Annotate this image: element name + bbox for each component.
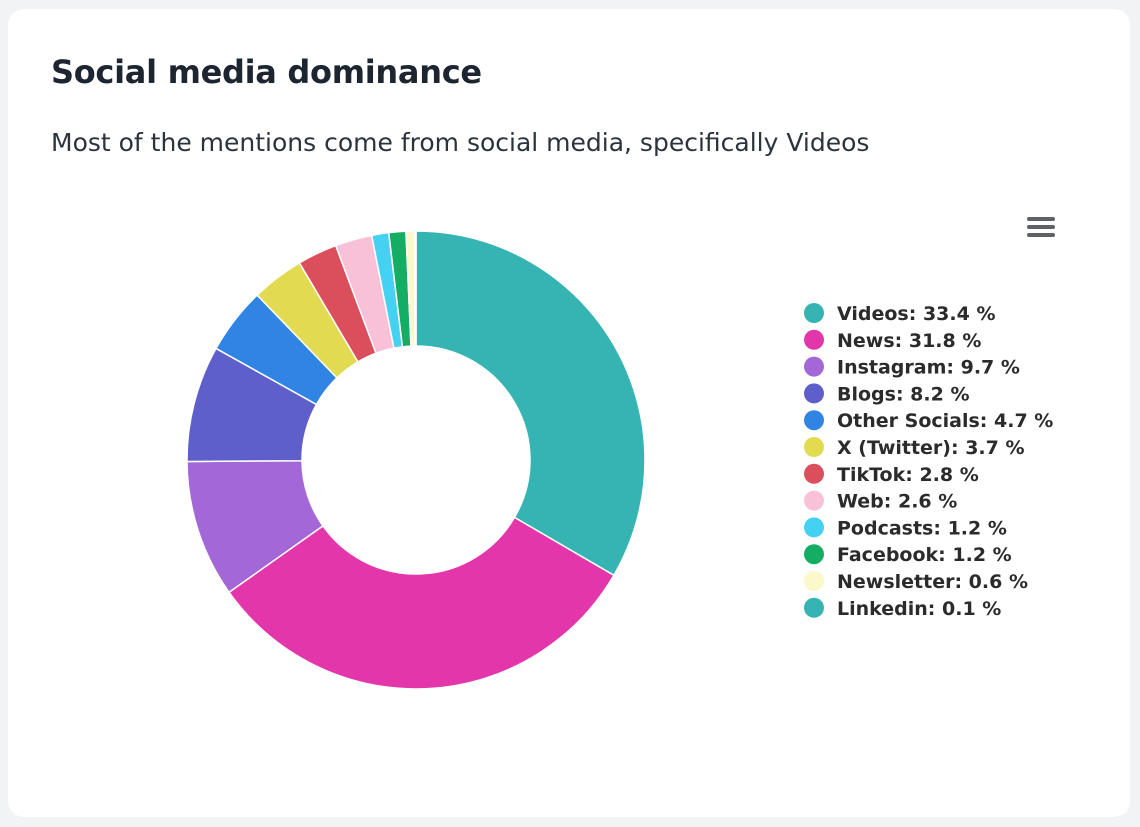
legend-label: Podcasts: 1.2 % (837, 517, 1007, 539)
legend-marker (804, 410, 824, 431)
legend-label: Other Socials: 4.7 % (837, 410, 1053, 432)
legend-item-podcasts[interactable]: Podcasts: 1.2 % (804, 517, 1007, 539)
legend-item-other-socials[interactable]: Other Socials: 4.7 % (804, 410, 1053, 432)
legend-marker (804, 463, 824, 484)
legend-label: Newsletter: 0.6 % (837, 571, 1028, 593)
hamburger-menu-icon-bar (1027, 233, 1055, 237)
slice-news[interactable] (228, 516, 615, 690)
legend-marker (804, 437, 824, 457)
legend-item-linkedin[interactable]: Linkedin: 0.1 % (804, 597, 1001, 620)
hamburger-menu-icon-bar (1027, 217, 1055, 221)
legend-item-news[interactable]: News: 31.8 % (804, 329, 981, 352)
legend-label: TikTok: 2.8 % (837, 464, 979, 486)
legend-item-facebook[interactable]: Facebook: 1.2 % (804, 544, 1012, 566)
legend-marker (804, 517, 824, 538)
legend-label: Blogs: 8.2 % (837, 383, 969, 405)
legend-marker (804, 597, 824, 618)
slice-linkedin[interactable] (413, 230, 417, 347)
legend-item-tiktok[interactable]: TikTok: 2.8 % (804, 463, 979, 486)
hamburger-menu-icon-bar (1027, 225, 1055, 229)
legend-item-blogs[interactable]: Blogs: 8.2 % (804, 383, 969, 405)
chart-menu-button[interactable] (1024, 212, 1058, 242)
legend-label: X (Twitter): 3.7 % (837, 437, 1025, 459)
legend-marker (804, 571, 824, 591)
legend-marker (804, 329, 824, 350)
donut-slices (186, 230, 646, 690)
legend-item-newsletter[interactable]: Newsletter: 0.6 % (804, 571, 1028, 593)
legend-item-videos[interactable]: Videos: 33.4 % (804, 303, 995, 325)
legend-marker (804, 356, 824, 377)
legend-label: Videos: 33.4 % (837, 303, 995, 325)
chart-title: Social media dominance (51, 53, 482, 91)
legend-label: News: 31.8 % (837, 330, 981, 352)
legend-marker (804, 383, 824, 404)
legend-item-web[interactable]: Web: 2.6 % (804, 490, 957, 513)
legend-item-x-twitter[interactable]: X (Twitter): 3.7 % (804, 437, 1025, 459)
slice-videos[interactable] (415, 230, 646, 577)
legend-marker (804, 490, 824, 511)
legend-marker (804, 544, 824, 565)
legend-label: Facebook: 1.2 % (837, 544, 1012, 566)
chart-legend: Videos: 33.4 % News: 31.8 % Instagram: 9.7… (804, 303, 1053, 620)
chart-subtitle: Most of the mentions come from social me… (51, 128, 870, 157)
legend-label: Web: 2.6 % (837, 491, 957, 513)
legend-item-instagram[interactable]: Instagram: 9.7 % (804, 356, 1020, 379)
legend-marker (804, 303, 824, 323)
legend-label: Linkedin: 0.1 % (837, 598, 1001, 620)
legend-label: Instagram: 9.7 % (837, 357, 1020, 379)
